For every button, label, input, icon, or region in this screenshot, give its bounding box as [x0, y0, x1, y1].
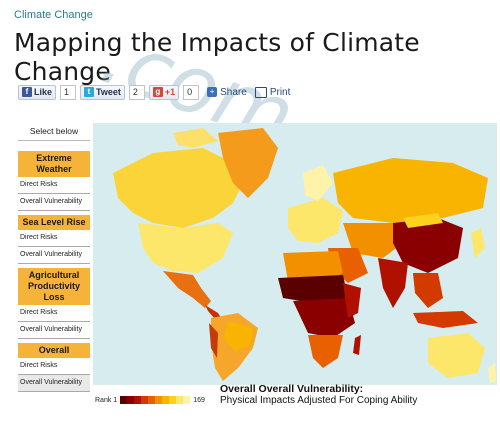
legend-color-scale — [120, 396, 191, 404]
facebook-like-button[interactable]: f Like — [18, 84, 57, 100]
rank-legend: Rank 1 169 — [95, 396, 205, 404]
legend-swatch — [134, 396, 142, 404]
caption-title: Overall Overall Vulnerability: — [220, 383, 364, 395]
map-svg — [113, 128, 496, 383]
region-southern-africa — [308, 335, 343, 368]
facebook-icon: f — [22, 87, 32, 97]
legend-min-label: Rank 1 — [95, 396, 118, 404]
legend-swatch — [162, 396, 170, 404]
legend-max-label: 169 — [193, 396, 205, 404]
sea-level-direct-risks[interactable]: Direct Risks — [18, 230, 90, 247]
region-arctic-islands — [173, 128, 218, 148]
region-north-africa — [283, 251, 343, 283]
extreme-weather-overall-vulnerability[interactable]: Overall Vulnerability — [18, 194, 90, 211]
category-agricultural-productivity-loss[interactable]: Agricultural Productivity Loss — [18, 268, 90, 305]
region-sahel — [278, 275, 348, 303]
google-plus-icon: g — [152, 87, 163, 97]
region-andes — [209, 323, 218, 358]
category-sea-level-rise[interactable]: Sea Level Rise — [18, 215, 90, 230]
category-extreme-weather[interactable]: Extreme Weather — [18, 151, 90, 177]
region-india — [378, 258, 408, 308]
printer-icon — [254, 86, 267, 98]
gplus-label: +1 — [164, 87, 176, 97]
region-usa — [138, 223, 233, 273]
region-russia — [333, 158, 488, 223]
region-australia — [428, 333, 485, 378]
region-china — [393, 218, 463, 273]
google-plus-button[interactable]: g +1 — [148, 84, 180, 100]
sea-level-overall-vulnerability[interactable]: Overall Vulnerability — [18, 247, 90, 264]
world-vulnerability-map[interactable] — [93, 123, 497, 385]
legend-swatch — [141, 396, 149, 404]
twitter-bird-icon: t — [84, 87, 95, 97]
agri-direct-risks[interactable]: Direct Risks — [18, 305, 90, 322]
region-canada — [113, 148, 243, 228]
tweet-count: 2 — [128, 84, 145, 100]
tweet-button[interactable]: t Tweet — [80, 84, 125, 100]
region-central-africa — [293, 298, 355, 338]
print-button[interactable]: Print — [254, 86, 291, 98]
breadcrumb[interactable]: Climate Change — [14, 9, 93, 21]
region-greenland — [218, 128, 278, 198]
gplus-count: 0 — [183, 84, 200, 100]
legend-swatch — [127, 396, 135, 404]
tweet-label: Tweet — [96, 87, 121, 97]
like-label: Like — [34, 87, 53, 97]
sidebar-header: Select below — [18, 122, 90, 141]
legend-swatch — [148, 396, 156, 404]
region-mexico — [163, 271, 211, 308]
caption-subtitle: Physical Impacts Adjusted For Coping Abi… — [220, 395, 418, 406]
legend-swatch — [176, 396, 184, 404]
region-new-zealand — [488, 363, 496, 383]
region-scandinavia — [303, 165, 333, 201]
region-japan — [471, 228, 485, 258]
like-count: 1 — [60, 84, 77, 100]
region-se-asia — [413, 273, 443, 308]
category-sidebar: Select below Extreme Weather Direct Risk… — [18, 122, 90, 392]
region-indonesia — [413, 311, 478, 328]
overall-overall-vulnerability[interactable]: Overall Vulnerability — [18, 375, 90, 392]
social-bar: f Like 1 t Tweet 2 g +1 0 + Share Print — [18, 84, 290, 100]
legend-swatch — [155, 396, 163, 404]
print-label: Print — [269, 86, 291, 98]
category-overall[interactable]: Overall — [18, 343, 90, 358]
region-europe — [288, 198, 343, 243]
agri-overall-vulnerability[interactable]: Overall Vulnerability — [18, 322, 90, 339]
share-label: Share — [220, 86, 247, 98]
legend-swatch — [183, 396, 191, 404]
map-caption: Overall Overall Vulnerability: Physical … — [220, 383, 417, 406]
share-plus-icon: + — [207, 87, 218, 97]
share-button[interactable]: + Share — [207, 87, 247, 98]
page-title: Mapping the Impacts of Climate Change — [14, 28, 420, 86]
region-madagascar — [353, 335, 361, 355]
legend-swatch — [120, 396, 128, 404]
extreme-weather-direct-risks[interactable]: Direct Risks — [18, 177, 90, 194]
region-brazil — [223, 321, 253, 351]
region-east-africa — [343, 283, 361, 318]
overall-direct-risks[interactable]: Direct Risks — [18, 358, 90, 375]
legend-swatch — [169, 396, 177, 404]
region-mongolia — [403, 213, 443, 228]
